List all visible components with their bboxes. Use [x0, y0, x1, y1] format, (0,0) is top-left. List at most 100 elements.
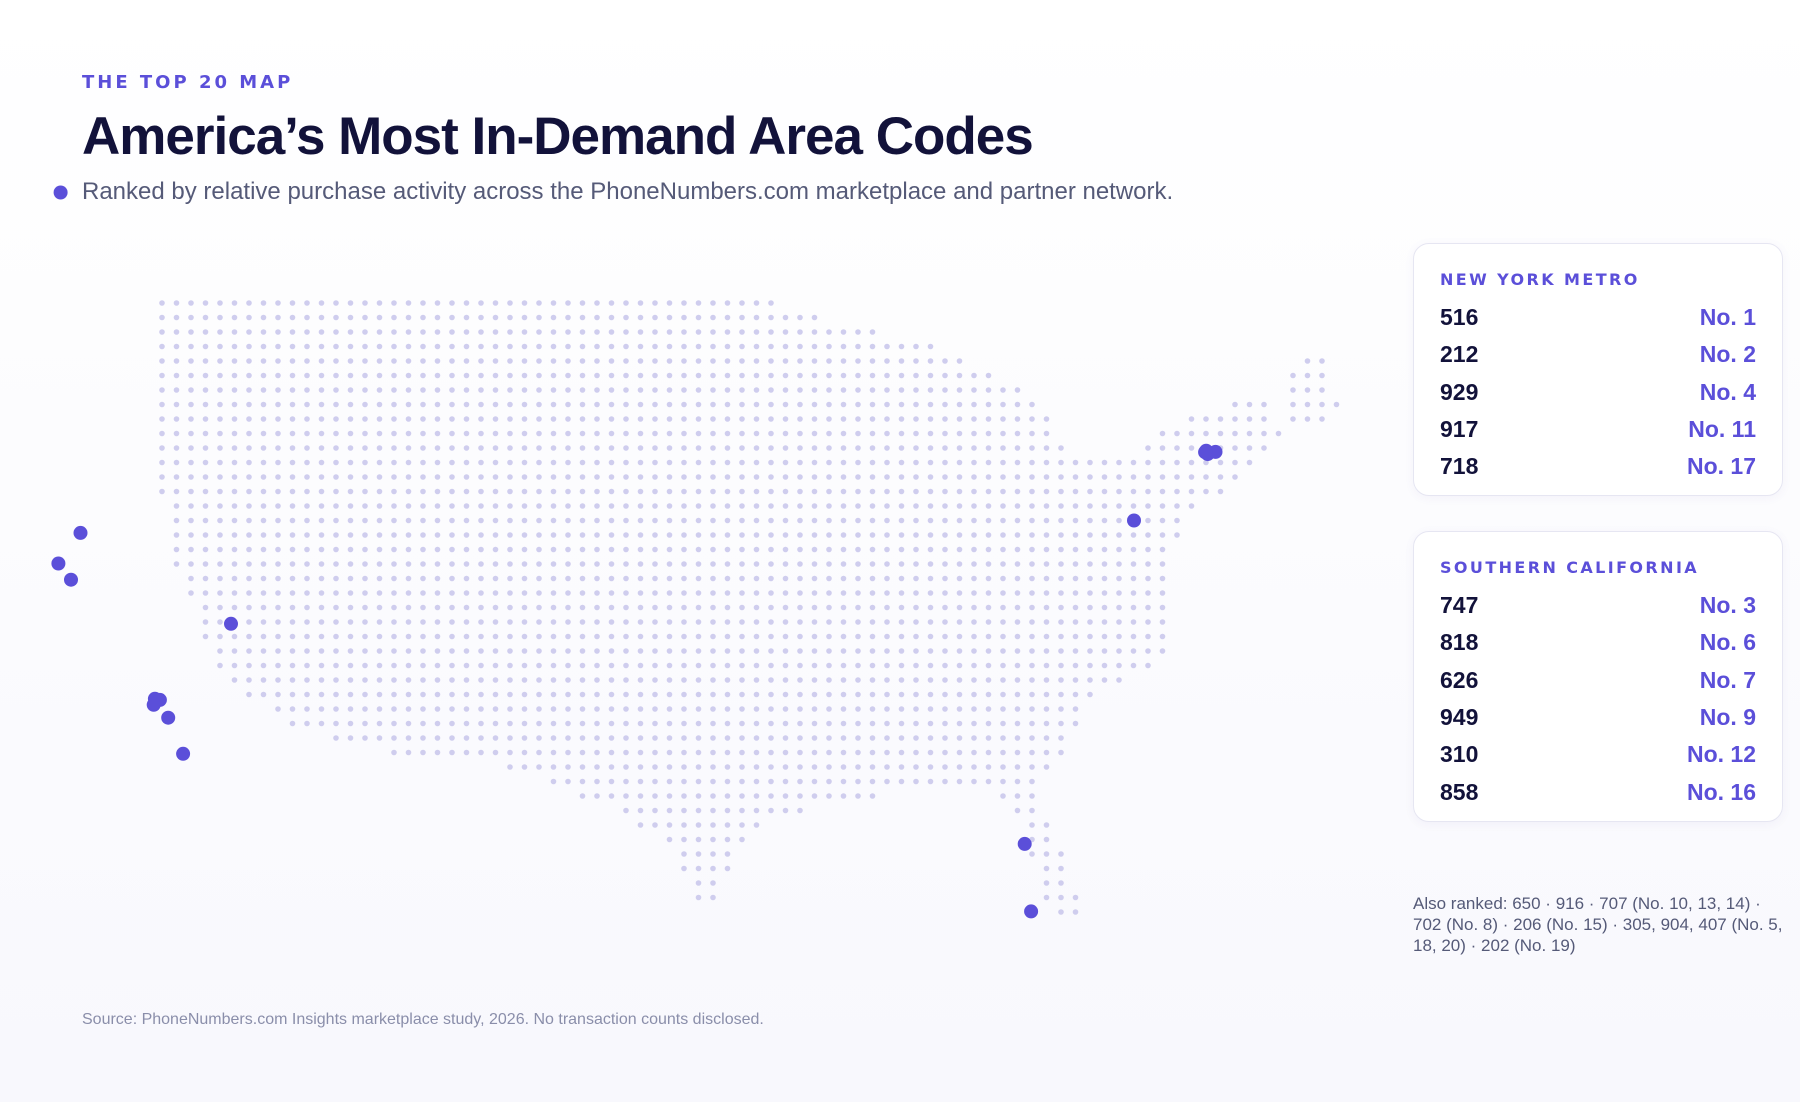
map-dot	[811, 459, 818, 466]
map-dot	[623, 459, 629, 466]
map-dot	[376, 430, 383, 437]
map-dot	[565, 314, 571, 321]
map-dot	[1000, 546, 1006, 553]
map-dot	[956, 648, 963, 654]
map-dot	[231, 314, 238, 321]
map-dot	[898, 677, 905, 683]
map-dot	[608, 314, 615, 321]
map-dot	[289, 677, 296, 683]
map-dot	[1014, 445, 1021, 451]
map-dot	[1232, 474, 1238, 480]
map-dot	[217, 314, 223, 321]
map-dot	[768, 459, 774, 466]
map-dot	[782, 387, 789, 393]
map-dot	[739, 503, 745, 509]
map-dot	[956, 503, 963, 509]
map-dot	[333, 329, 339, 335]
map-dot	[666, 677, 673, 683]
map-dot	[797, 604, 803, 611]
map-dot	[579, 503, 586, 509]
map-dot	[942, 474, 948, 480]
map-dot	[608, 459, 615, 466]
map-dot	[623, 300, 629, 306]
map-dot	[811, 314, 818, 321]
map-dot	[623, 474, 629, 480]
map-dot	[217, 488, 223, 495]
map-dot	[231, 358, 238, 364]
map-dot	[434, 662, 441, 669]
map-dot	[985, 517, 992, 524]
map-dot	[304, 517, 310, 524]
map-dot	[289, 445, 296, 451]
map-dot	[666, 343, 673, 350]
map-dot	[826, 372, 832, 379]
map-dot	[391, 706, 397, 712]
map-dot	[652, 329, 658, 335]
map-dot	[652, 590, 658, 596]
map-dot	[231, 532, 238, 538]
map-dot	[739, 648, 745, 654]
map-dot	[869, 358, 876, 364]
map-dot	[246, 401, 252, 408]
map-dot	[463, 474, 470, 480]
map-dot	[927, 416, 934, 422]
map-dot	[318, 488, 325, 495]
map-dot	[536, 314, 542, 321]
map-dot	[521, 416, 528, 422]
map-dot	[956, 749, 963, 756]
map-dot	[637, 604, 644, 611]
map-dot	[304, 372, 310, 379]
map-dot	[536, 329, 542, 335]
map-dot	[1058, 590, 1064, 596]
map-dot	[579, 677, 586, 683]
map-dot	[1029, 546, 1035, 553]
map-dot	[1014, 488, 1021, 495]
map-dot	[492, 488, 499, 495]
map-dot	[347, 532, 354, 538]
map-dot	[478, 343, 484, 350]
map-dot	[753, 546, 760, 553]
map-dot	[1029, 517, 1035, 524]
map-dot	[188, 546, 194, 553]
map-dot	[463, 387, 470, 393]
map-dot	[159, 474, 165, 480]
map-dot	[275, 706, 281, 712]
map-dot	[217, 604, 223, 611]
map-dot	[594, 764, 600, 770]
map-dot	[826, 691, 832, 698]
area-code: 310	[1440, 741, 1479, 768]
map-dot	[782, 546, 789, 553]
map-dot	[782, 430, 789, 437]
map-dot	[782, 314, 789, 321]
map-dot	[985, 735, 992, 741]
map-dot	[420, 358, 426, 364]
map-dot	[391, 619, 397, 625]
map-dot	[333, 575, 339, 582]
map-dot	[478, 416, 484, 422]
map-dot	[1101, 575, 1108, 582]
map-dot	[826, 416, 832, 422]
map-dot	[681, 822, 687, 828]
map-dot	[942, 604, 948, 611]
map-dot	[971, 619, 977, 625]
map-dot	[855, 677, 861, 683]
map-dot	[623, 401, 629, 408]
map-dot	[927, 372, 934, 379]
list-item: 212 No. 2	[1440, 336, 1756, 373]
map-dot	[753, 343, 760, 350]
map-dot	[289, 474, 296, 480]
map-dot	[1101, 517, 1108, 524]
map-dot	[173, 503, 180, 509]
map-dot	[695, 836, 702, 843]
map-dot	[826, 329, 832, 335]
map-dot	[985, 372, 992, 379]
map-dot	[260, 691, 267, 698]
map-dot	[217, 662, 223, 669]
map-dot	[942, 430, 948, 437]
map-dot	[768, 807, 774, 814]
map-dot	[710, 677, 716, 683]
map-dot	[1145, 648, 1151, 654]
map-dot	[666, 561, 673, 567]
map-dot	[898, 517, 905, 524]
map-dot	[608, 401, 615, 408]
